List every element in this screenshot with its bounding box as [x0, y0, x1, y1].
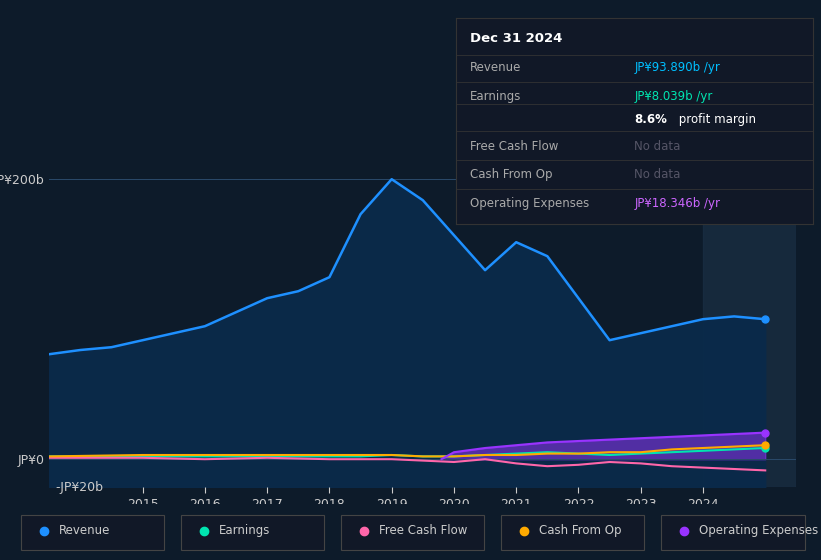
Text: Dec 31 2024: Dec 31 2024: [470, 32, 562, 45]
Text: No data: No data: [635, 169, 681, 181]
Text: Revenue: Revenue: [470, 61, 521, 74]
Text: JP¥93.890b /yr: JP¥93.890b /yr: [635, 61, 720, 74]
Text: 8.6%: 8.6%: [635, 113, 667, 125]
Text: Revenue: Revenue: [59, 524, 111, 538]
Text: No data: No data: [635, 139, 681, 152]
FancyBboxPatch shape: [501, 515, 644, 550]
Text: Earnings: Earnings: [470, 90, 521, 103]
Text: JP¥8.039b /yr: JP¥8.039b /yr: [635, 90, 713, 103]
Text: Operating Expenses: Operating Expenses: [470, 197, 589, 210]
Text: -JP¥20b: -JP¥20b: [56, 480, 103, 494]
Text: Cash From Op: Cash From Op: [470, 169, 553, 181]
FancyBboxPatch shape: [21, 515, 164, 550]
Bar: [703, 151, 796, 487]
Text: Operating Expenses: Operating Expenses: [699, 524, 819, 538]
Text: Cash From Op: Cash From Op: [539, 524, 621, 538]
Text: JP¥18.346b /yr: JP¥18.346b /yr: [635, 197, 720, 210]
FancyBboxPatch shape: [661, 515, 805, 550]
Text: Free Cash Flow: Free Cash Flow: [379, 524, 468, 538]
FancyBboxPatch shape: [181, 515, 324, 550]
FancyBboxPatch shape: [341, 515, 484, 550]
Text: profit margin: profit margin: [676, 113, 756, 125]
Text: Free Cash Flow: Free Cash Flow: [470, 139, 558, 152]
Text: Earnings: Earnings: [219, 524, 271, 538]
